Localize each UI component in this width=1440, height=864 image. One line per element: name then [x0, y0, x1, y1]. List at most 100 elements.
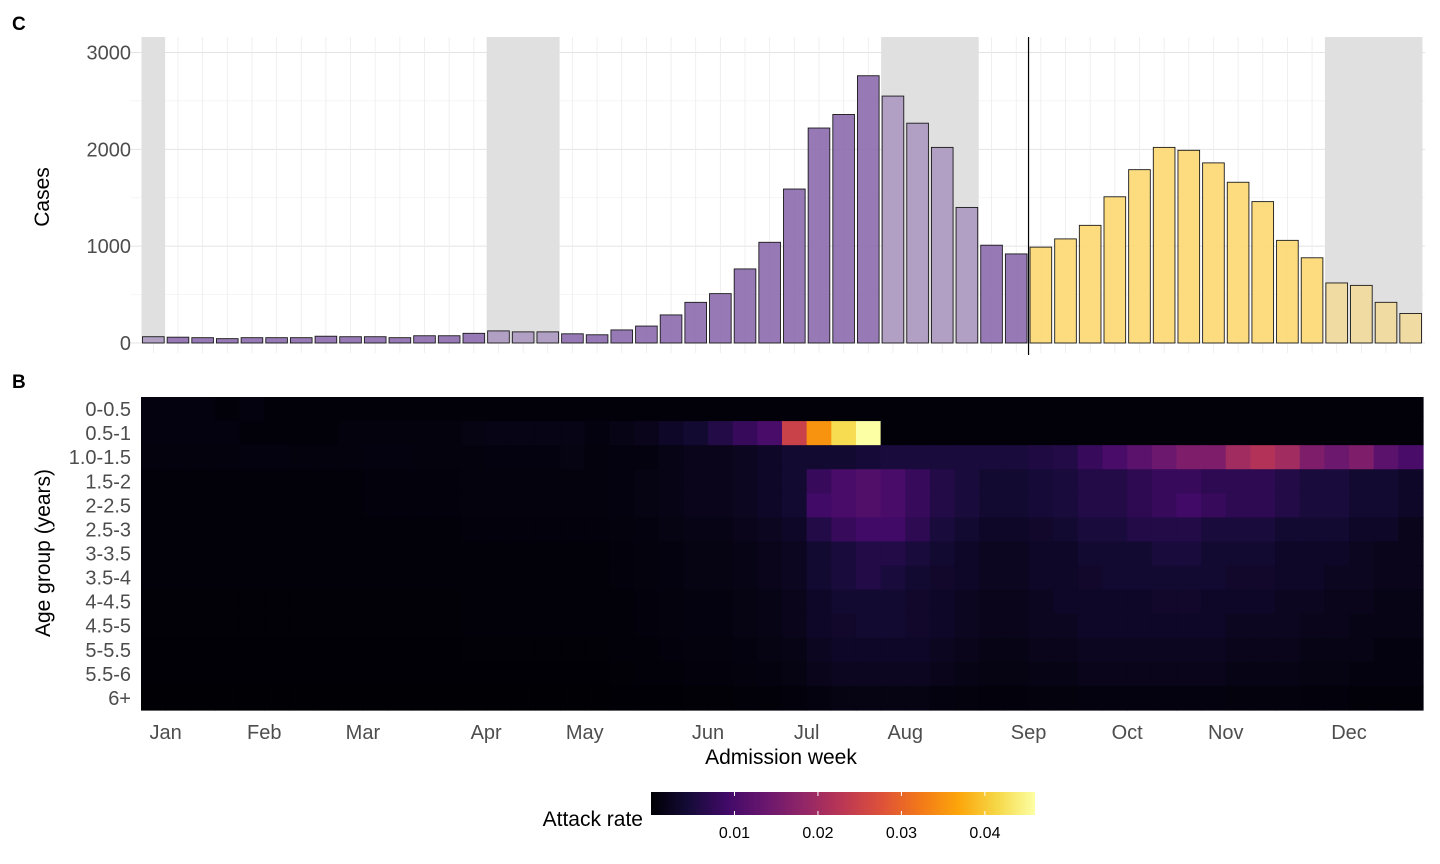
heatmap-cell — [1275, 613, 1301, 639]
heatmap-cell — [486, 397, 512, 422]
heatmap-cell — [979, 613, 1005, 639]
heatmap-cell — [313, 445, 339, 470]
heatmap-cell — [683, 541, 709, 567]
heatmap-cell — [1225, 445, 1252, 470]
heatmap-cell — [214, 493, 241, 518]
heatmap-cell — [288, 637, 315, 663]
cases-bar — [1029, 246, 1053, 344]
heatmap-cell — [683, 685, 709, 711]
heatmap-cell — [905, 541, 931, 567]
heatmap-cell — [412, 397, 438, 422]
heatmap-cell — [1225, 661, 1252, 687]
heatmap-cell — [387, 613, 413, 639]
cases-bar — [339, 336, 362, 344]
heatmap-cell — [806, 685, 832, 711]
heatmap-cell — [1053, 661, 1079, 687]
cases-y-tick: 0 — [120, 333, 131, 355]
heatmap-cell — [782, 637, 808, 663]
x-axis-title: Admission week — [705, 746, 857, 769]
heatmap-cell — [141, 493, 167, 518]
age-group-label: 5.5-6 — [85, 664, 131, 686]
heatmap-cell — [362, 445, 389, 470]
heatmap-cell — [436, 397, 463, 422]
cases-y-tick: 1000 — [87, 236, 132, 258]
heatmap-cell — [584, 661, 611, 687]
heatmap-cell — [1250, 685, 1276, 711]
heatmap-cell — [757, 565, 783, 591]
heatmap-cell — [510, 541, 537, 567]
heatmap-cell — [560, 445, 586, 470]
heatmap-cell — [560, 421, 586, 446]
heatmap-cell — [1003, 445, 1030, 470]
heatmap-cell — [1349, 397, 1375, 422]
heatmap-cell — [708, 565, 734, 591]
heatmap-cell — [1398, 517, 1424, 543]
heatmap-cell — [683, 517, 709, 543]
heatmap-cell — [1324, 421, 1350, 446]
cases-bar — [413, 335, 436, 344]
heatmap-cell — [338, 397, 364, 422]
heatmap-cell — [1349, 589, 1375, 615]
heatmap-cell — [979, 661, 1005, 687]
heatmap-cell — [831, 493, 857, 518]
heatmap-cell — [535, 589, 561, 615]
heatmap-cell — [855, 541, 882, 567]
heatmap-cell — [190, 589, 216, 615]
heatmap-cell — [313, 541, 339, 567]
cases-bar — [1103, 196, 1127, 344]
heatmap-cell — [141, 613, 167, 639]
heatmap-cell — [141, 517, 167, 543]
heatmap-cell — [609, 613, 635, 639]
heatmap-cell — [979, 397, 1005, 422]
heatmap-cell — [658, 685, 684, 711]
heatmap-cell — [1398, 589, 1424, 615]
heatmap-cell — [609, 397, 635, 422]
heatmap-cell — [929, 517, 956, 543]
heatmap-cell — [560, 661, 586, 687]
heatmap-cell — [313, 637, 339, 663]
heatmap-cell — [806, 397, 832, 422]
heatmap-cell — [1299, 613, 1325, 639]
heatmap-cell — [190, 685, 216, 711]
heatmap-cell — [560, 589, 586, 615]
heatmap-cell — [560, 637, 586, 663]
heatmap-cell — [338, 445, 364, 470]
heatmap-cell — [954, 613, 980, 639]
heatmap-cell — [732, 589, 758, 615]
heatmap-cell — [757, 469, 783, 494]
heatmap-cell — [708, 685, 734, 711]
heatmap-cell — [831, 397, 857, 422]
heatmap-cell — [264, 637, 290, 663]
heatmap-cell — [338, 565, 364, 591]
heatmap-cell — [1250, 397, 1276, 422]
cases-bar — [1276, 239, 1299, 344]
heatmap-cell — [880, 541, 906, 567]
heatmap-cell — [634, 517, 660, 543]
heatmap-cell — [929, 589, 956, 615]
heatmap-cell — [535, 661, 561, 687]
heatmap-cell — [1299, 637, 1325, 663]
heatmap-cell — [806, 661, 832, 687]
heatmap-cell — [979, 493, 1005, 518]
heatmap-cell — [214, 661, 241, 687]
heatmap-cell — [486, 445, 512, 470]
heatmap-cell — [782, 421, 808, 446]
cases-bar — [388, 337, 412, 344]
heatmap-cell — [510, 637, 537, 663]
heatmap-cell — [732, 661, 758, 687]
heatmap-cell — [1373, 589, 1399, 615]
heatmap-cell — [1398, 661, 1424, 687]
heatmap-cell — [905, 397, 931, 422]
heatmap-cell — [1225, 685, 1252, 711]
heatmap-cell — [1077, 541, 1104, 567]
cases-bar — [437, 335, 461, 344]
heatmap-cell — [412, 541, 438, 567]
heatmap-cell — [510, 421, 537, 446]
heatmap-cell — [1324, 565, 1350, 591]
heatmap-cell — [1398, 565, 1424, 591]
heatmap-cell — [609, 517, 635, 543]
age-group-label: 2.5-3 — [85, 519, 131, 541]
heatmap-cell — [1324, 493, 1350, 518]
heatmap-cell — [412, 613, 438, 639]
